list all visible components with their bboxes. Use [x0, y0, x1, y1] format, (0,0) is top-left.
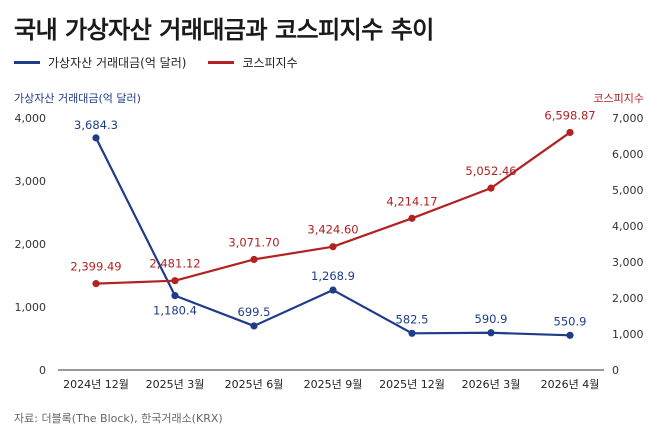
y-left-tick-label: 2,000	[15, 238, 47, 251]
y-right-tick-label: 0	[612, 364, 619, 377]
y-left-tick-label: 1,000	[15, 301, 47, 314]
chart-title: 국내 가상자산 거래대금과 코스피지수 추이	[14, 16, 434, 44]
data-label-crypto: 1,180.4	[153, 304, 197, 318]
data-point-kospi	[487, 184, 495, 192]
data-point-kospi	[250, 255, 258, 264]
data-label-kospi: 2,399.49	[70, 260, 121, 274]
x-tick-label: 2024년 12월	[63, 378, 129, 391]
data-label-kospi: 4,214.17	[386, 194, 437, 208]
y-left-tick-label: 3,000	[15, 175, 47, 188]
x-tick-label: 2025년 12월	[379, 378, 445, 391]
data-label-crypto: 550.9	[554, 314, 587, 328]
data-label-crypto: 590.9	[475, 312, 508, 326]
data-point-kospi	[171, 277, 179, 285]
legend-item-crypto: 가상자산 거래대금(억 달러)	[14, 54, 186, 71]
data-point-kospi	[92, 280, 100, 288]
legend: 가상자산 거래대금(억 달러) 코스피지수	[14, 54, 320, 71]
source-note: 자료: 더블록(The Block), 한국거래소(KRX)	[14, 412, 223, 425]
data-label-kospi: 6,598.87	[544, 108, 595, 122]
left-axis-title: 가상자산 거래대금(억 달러)	[14, 92, 141, 105]
legend-swatch-crypto	[14, 61, 40, 64]
data-label-kospi: 2,481.12	[149, 257, 200, 271]
data-point-crypto	[92, 134, 100, 142]
x-tick-label: 2025년 9월	[304, 378, 363, 391]
data-label-crypto: 3,684.3	[74, 118, 118, 132]
data-point-crypto	[408, 329, 416, 337]
data-label-crypto: 582.5	[396, 312, 429, 326]
y-left-tick-label: 4,000	[15, 112, 47, 125]
data-label-crypto: 699.5	[238, 305, 271, 319]
data-label-kospi: 5,052.46	[465, 164, 516, 178]
y-right-tick-label: 6,000	[612, 148, 644, 161]
data-point-crypto	[329, 286, 337, 294]
y-right-tick-label: 1,000	[612, 328, 644, 341]
data-point-kospi	[408, 214, 416, 222]
data-label-crypto: 1,268.9	[311, 269, 355, 283]
legend-label-kospi: 코스피지수	[242, 56, 298, 70]
right-axis-title: 코스피지수	[593, 92, 644, 105]
x-tick-label: 2026년 3월	[462, 378, 521, 391]
data-point-kospi	[329, 243, 337, 251]
legend-item-kospi: 코스피지수	[208, 54, 298, 71]
data-point-crypto	[566, 331, 574, 339]
y-left-tick-label: 0	[39, 364, 46, 377]
y-right-tick-label: 5,000	[612, 184, 644, 197]
y-right-tick-label: 3,000	[612, 256, 644, 269]
data-point-crypto	[487, 329, 495, 337]
data-label-kospi: 3,424.60	[307, 223, 358, 237]
data-point-crypto	[171, 292, 179, 300]
x-tick-label: 2025년 3월	[146, 378, 205, 391]
x-tick-label: 2026년 4월	[541, 378, 600, 391]
data-point-kospi	[566, 128, 574, 137]
y-right-tick-label: 7,000	[612, 112, 644, 125]
x-tick-label: 2025년 6월	[225, 378, 284, 391]
legend-label-crypto: 가상자산 거래대금(억 달러)	[48, 56, 187, 70]
data-point-crypto	[250, 322, 258, 330]
legend-swatch-kospi	[208, 61, 235, 64]
y-right-tick-label: 2,000	[612, 292, 644, 305]
y-right-tick-label: 4,000	[612, 220, 644, 233]
data-label-kospi: 3,071.70	[228, 235, 279, 249]
